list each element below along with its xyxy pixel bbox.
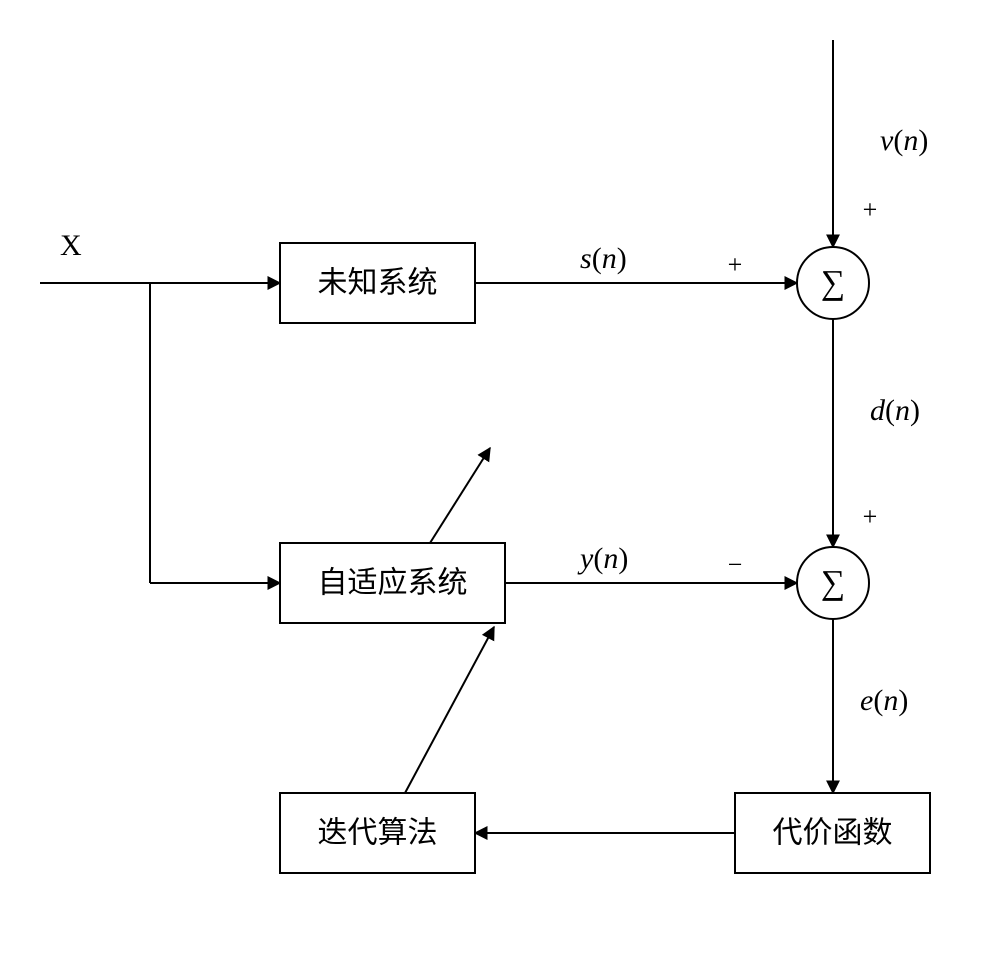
- label-v-n: v(n): [880, 124, 928, 157]
- sign-sum2-left: −: [728, 550, 743, 579]
- label-s-n: s(n): [580, 242, 627, 275]
- node-label-sum1: ∑: [821, 265, 845, 302]
- node-label-adaptive_system: 自适应系统: [318, 567, 468, 600]
- node-label-iter_algo: 迭代算法: [318, 817, 438, 850]
- node-label-cost_func: 代价函数: [773, 817, 893, 850]
- label-e-n: e(n): [860, 684, 908, 717]
- sign-sum1-top: +: [863, 195, 878, 224]
- sign-sum2-top: +: [863, 502, 878, 531]
- label-d-n: d(n): [870, 394, 920, 427]
- sign-sum1-left: +: [728, 250, 743, 279]
- edge-adaptive_tunable: [430, 448, 490, 543]
- label-y-n: y(n): [577, 542, 628, 575]
- node-label-sum2: ∑: [821, 565, 845, 602]
- edge-iter_to_adaptive: [405, 627, 494, 793]
- label-x: X: [60, 229, 82, 262]
- node-label-unknown_system: 未知系统: [318, 267, 438, 300]
